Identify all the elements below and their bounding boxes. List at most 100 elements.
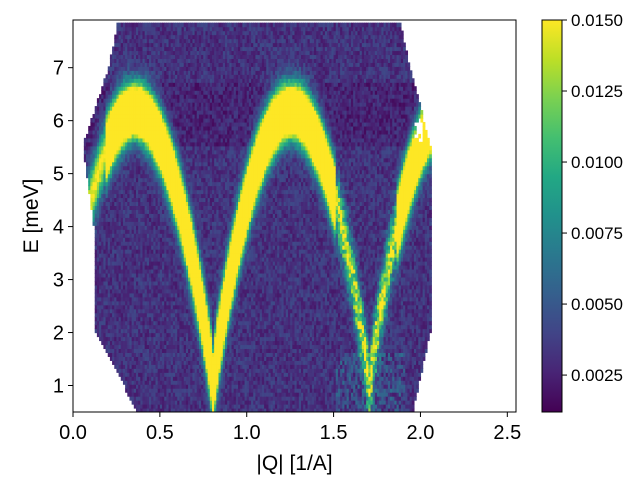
heatmap-cell (114, 268, 118, 274)
heatmap-cell (118, 137, 122, 143)
heatmap-cell (172, 296, 176, 302)
heatmap-cell (166, 121, 170, 127)
heatmap-cell (153, 26, 157, 32)
heatmap-cell (198, 268, 202, 274)
heatmap-cell (192, 149, 196, 155)
heatmap-cell (140, 201, 144, 206)
heatmap-cell (172, 372, 176, 377)
heatmap-cell (101, 137, 104, 143)
heatmap-cell (144, 141, 148, 147)
heatmap-cell (196, 26, 200, 32)
heatmap-cell (114, 114, 118, 119)
heatmap-cell (194, 149, 198, 155)
heatmap-cell (172, 94, 176, 99)
heatmap-cell (129, 312, 133, 318)
heatmap-cell (146, 205, 150, 210)
heatmap-cell (120, 193, 124, 199)
heatmap-cell (129, 237, 133, 242)
heatmap-cell (162, 137, 165, 143)
heatmap-cell (170, 340, 174, 346)
heatmap-cell (92, 205, 96, 210)
heatmap-cell (131, 78, 135, 83)
heatmap-cell (107, 324, 111, 330)
heatmap-cell (168, 201, 172, 206)
heatmap-cell (155, 221, 159, 226)
heatmap-cell (135, 58, 139, 63)
heatmap-cell (146, 364, 150, 369)
heatmap-cell (142, 141, 146, 147)
heatmap-cell (138, 38, 141, 44)
heatmap-cell (116, 78, 120, 83)
heatmap-cell (127, 78, 131, 83)
heatmap-cell (133, 153, 137, 159)
heatmap-cell (122, 173, 126, 179)
heatmap-cell (183, 133, 187, 139)
heatmap-cell (209, 205, 213, 210)
heatmap-cell (112, 312, 115, 318)
heatmap-cell (133, 237, 137, 242)
heatmap-cell (179, 368, 183, 373)
heatmap-cell (196, 82, 200, 87)
heatmap-cell (116, 364, 120, 369)
heatmap-cell (155, 225, 159, 230)
heatmap-cell (138, 388, 141, 393)
heatmap-cell (107, 70, 111, 75)
heatmap-cell (192, 261, 196, 266)
heatmap-cell (118, 141, 122, 147)
heatmap-cell (146, 209, 150, 214)
heatmap-cell (159, 34, 163, 40)
heatmap-cell (101, 181, 104, 187)
heatmap-cell (170, 221, 174, 226)
heatmap-cell (196, 129, 200, 135)
heatmap-cell (133, 90, 137, 95)
heatmap-cell (122, 233, 126, 238)
heatmap-cell (207, 114, 211, 119)
heatmap-cell (131, 129, 135, 135)
heatmap-cell (146, 114, 150, 119)
heatmap-cell (164, 276, 167, 282)
heatmap-cell (162, 253, 165, 258)
heatmap-cell (194, 153, 198, 159)
heatmap-cell (196, 249, 200, 254)
heatmap-cell (207, 197, 211, 203)
heatmap-cell (177, 237, 181, 242)
heatmap-cell (181, 356, 185, 361)
heatmap-cell (166, 58, 170, 63)
heatmap-cell (153, 78, 157, 83)
heatmap-cell (175, 400, 178, 405)
heatmap-cell (140, 237, 144, 242)
heatmap-cell (131, 50, 135, 56)
heatmap-cell (203, 320, 207, 326)
heatmap-cell (183, 280, 187, 286)
heatmap-cell (198, 288, 202, 294)
heatmap-cell (175, 213, 178, 218)
heatmap-cell (177, 110, 181, 115)
heatmap-cell (103, 153, 107, 159)
heatmap-cell (175, 404, 178, 409)
heatmap-cell (201, 201, 204, 206)
heatmap-cell (157, 153, 161, 159)
heatmap-cell (83, 149, 87, 155)
heatmap-cell (142, 376, 146, 381)
heatmap-cell (131, 165, 135, 171)
heatmap-cell (138, 42, 141, 48)
heatmap-cell (94, 125, 98, 131)
heatmap-cell (181, 173, 185, 179)
heatmap-cell (179, 54, 183, 59)
heatmap-cell (94, 181, 98, 187)
heatmap-cell (135, 169, 139, 175)
heatmap-cell (181, 90, 185, 95)
heatmap-cell (105, 268, 109, 274)
heatmap-cell (155, 344, 159, 350)
heatmap-cell (142, 125, 146, 131)
heatmap-cell (183, 356, 187, 361)
heatmap-cell (140, 50, 144, 56)
heatmap-cell (112, 272, 115, 278)
heatmap-cell (114, 34, 118, 40)
heatmap-cell (153, 90, 157, 95)
heatmap-cell (188, 66, 191, 71)
heatmap-cell (118, 233, 122, 238)
heatmap-cell (131, 102, 135, 107)
heatmap-cell (135, 149, 139, 155)
heatmap-cell (164, 241, 167, 246)
